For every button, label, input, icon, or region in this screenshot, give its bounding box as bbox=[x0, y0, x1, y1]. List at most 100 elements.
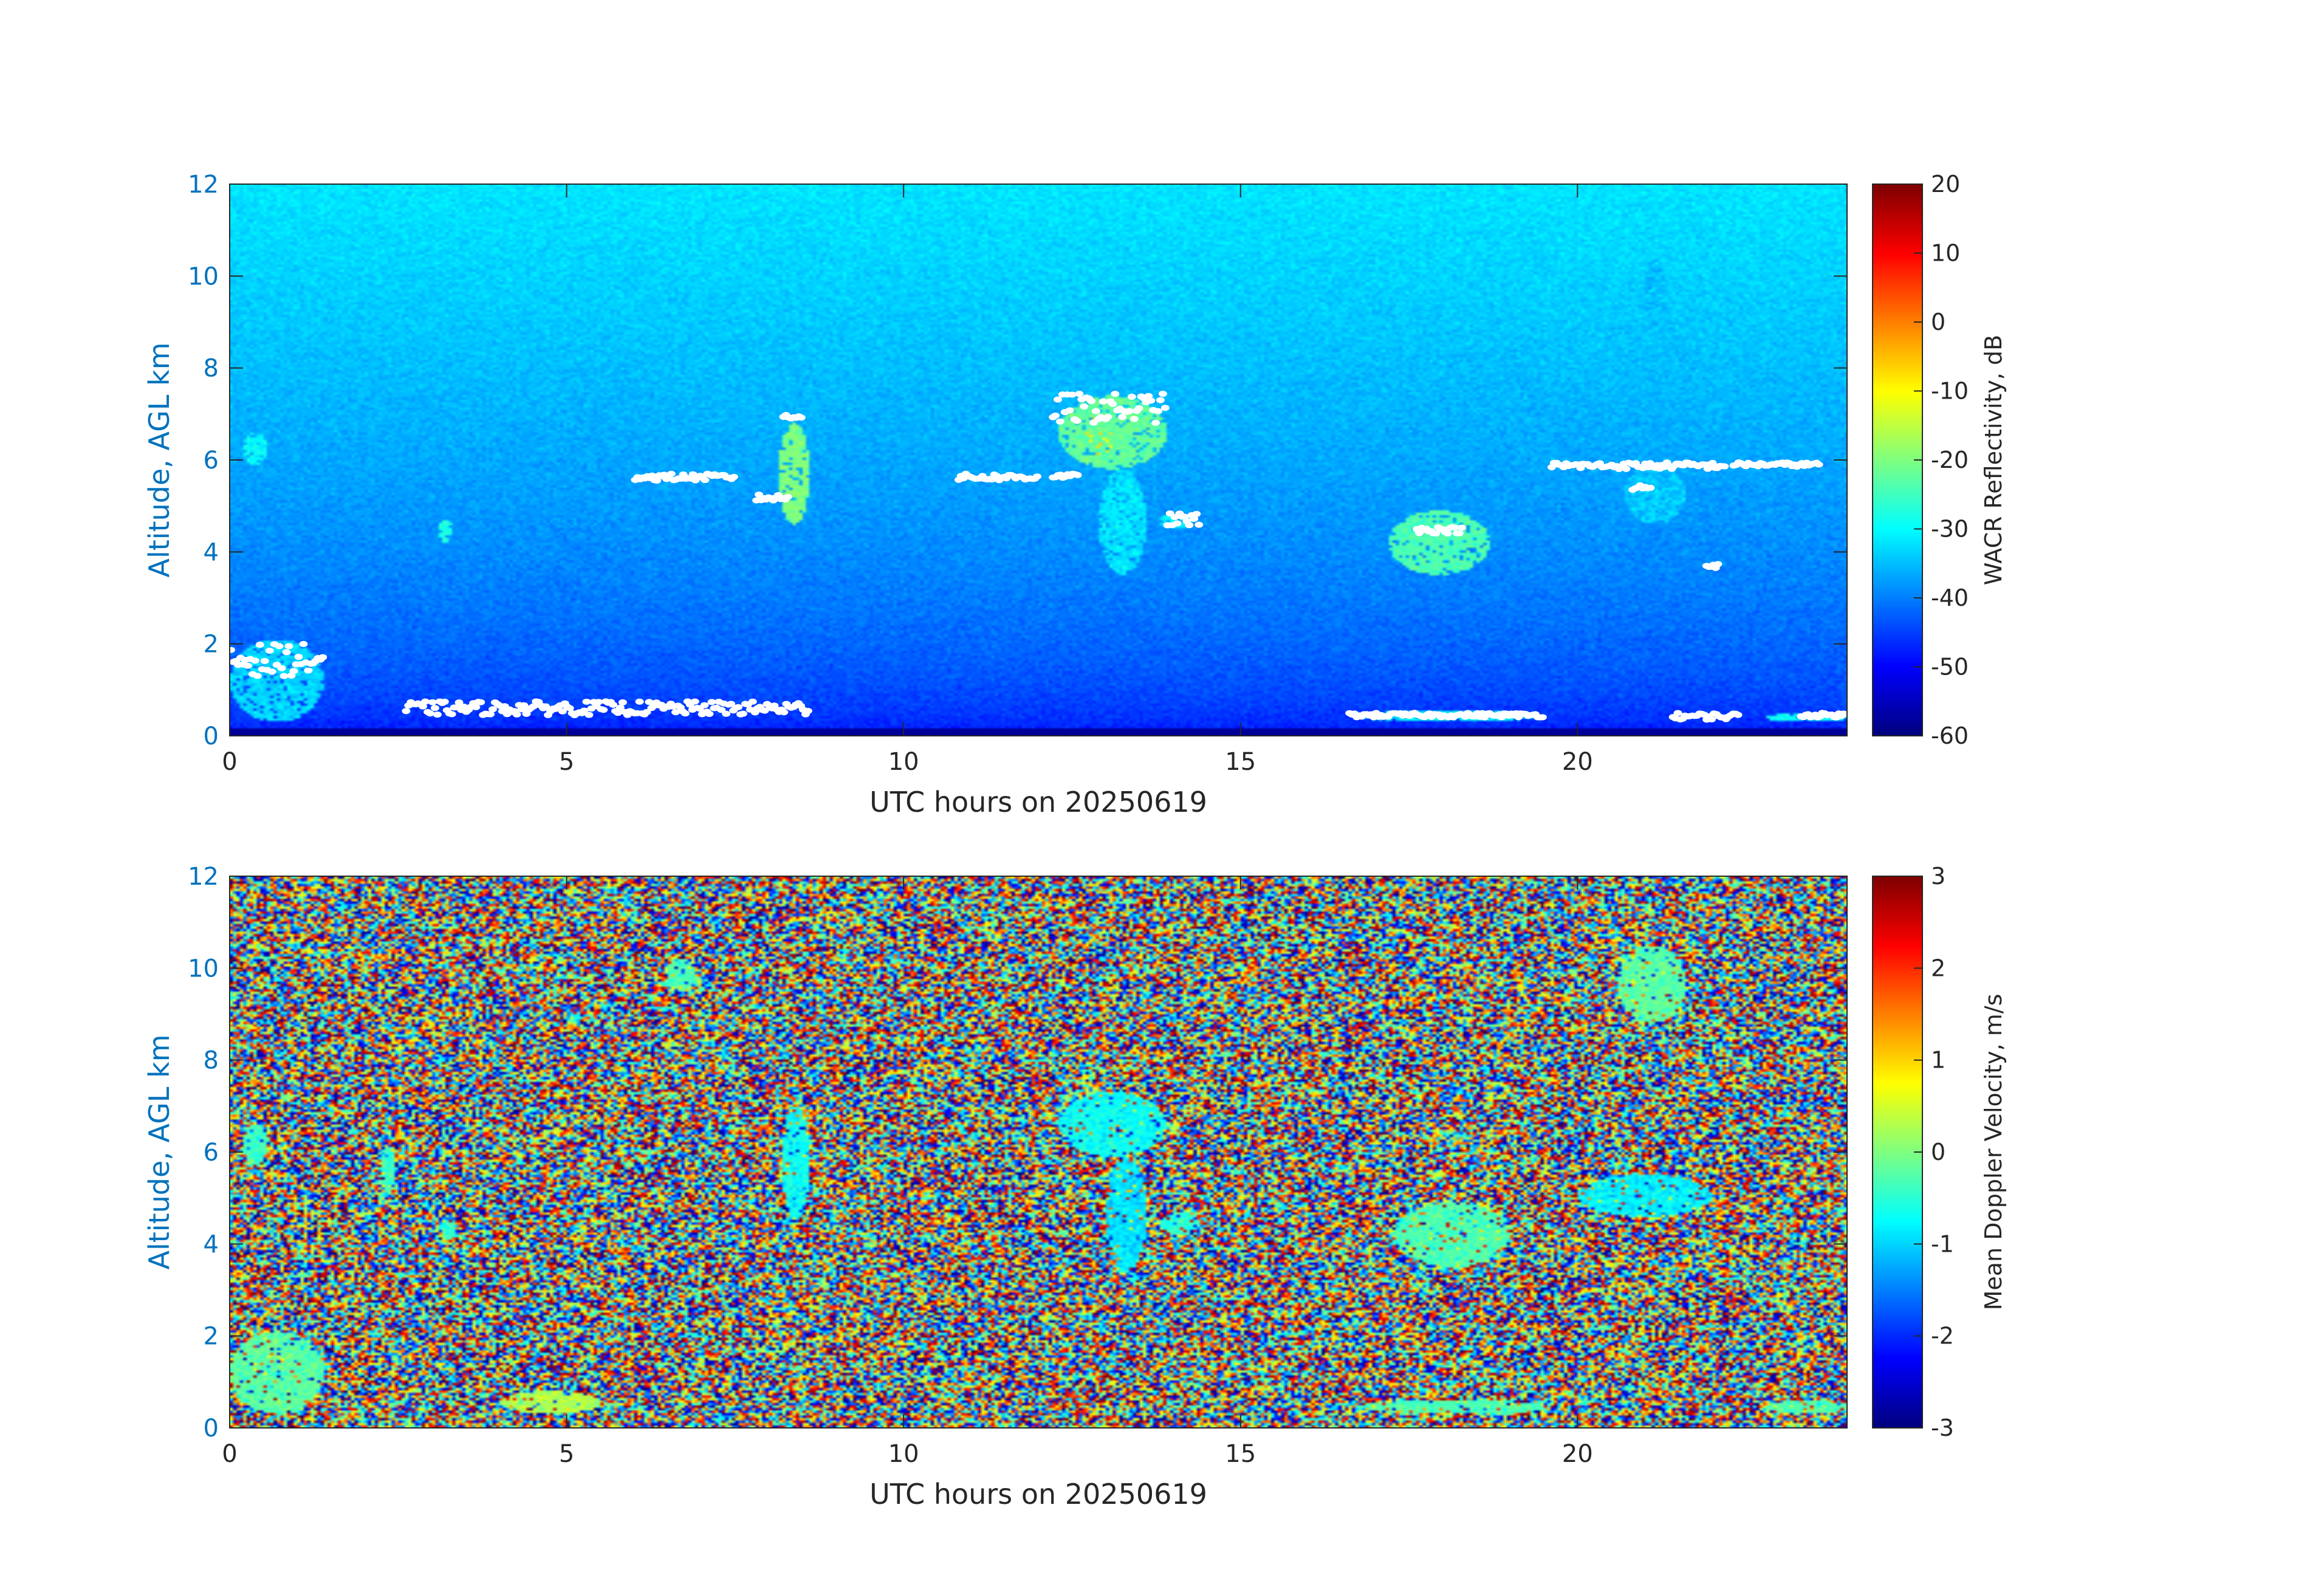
y-tick-label: 6 bbox=[204, 447, 219, 475]
cloud-marker bbox=[1153, 408, 1162, 414]
x-tick-label: 5 bbox=[559, 1440, 574, 1468]
cloud-marker bbox=[707, 699, 716, 705]
colorbar-tick-label: 0 bbox=[1931, 309, 1945, 335]
cloud-marker bbox=[727, 701, 736, 707]
colorbar-tick-label: -30 bbox=[1931, 516, 1969, 543]
cloud-marker bbox=[760, 707, 769, 714]
cloud-marker bbox=[1173, 520, 1182, 527]
colorbar-tick-label: 1 bbox=[1931, 1047, 1945, 1074]
cloud-marker bbox=[428, 699, 437, 705]
cloud-marker bbox=[1127, 393, 1136, 400]
cloud-marker bbox=[797, 414, 806, 421]
cloud-marker bbox=[609, 701, 618, 708]
cloud-marker bbox=[304, 667, 313, 674]
cloud-marker bbox=[582, 698, 591, 705]
cloud-marker bbox=[1125, 408, 1134, 414]
cloud-marker bbox=[1443, 530, 1452, 537]
cloud-marker bbox=[1103, 414, 1112, 420]
doppler-velocity-y-ticks: 0 2 4 6 8 10 12 bbox=[188, 863, 1847, 1442]
cloud-marker bbox=[780, 709, 789, 716]
cloud-marker bbox=[243, 662, 252, 669]
cloud-marker bbox=[748, 698, 757, 705]
cloud-marker bbox=[529, 703, 538, 710]
cloud-marker bbox=[1457, 524, 1466, 531]
cloud-marker bbox=[1842, 711, 1851, 718]
cloud-marker bbox=[255, 642, 264, 648]
cloud-marker bbox=[454, 699, 464, 706]
cloud-marker bbox=[471, 704, 481, 710]
y-tick-label: 2 bbox=[204, 1323, 219, 1351]
y-tick-label: 10 bbox=[188, 262, 219, 290]
cloud-marker bbox=[294, 654, 303, 660]
cloud-marker bbox=[421, 698, 430, 705]
cloud-marker bbox=[1192, 510, 1201, 517]
doppler-velocity-x-ticks: 0 5 10 15 20 bbox=[222, 876, 1593, 1468]
cloud-marker bbox=[1538, 714, 1547, 721]
cloud-marker bbox=[1068, 391, 1077, 398]
cloud-marker bbox=[705, 710, 714, 717]
cloud-marker bbox=[1160, 405, 1170, 411]
y-tick-label: 0 bbox=[204, 722, 219, 750]
cloud-marker bbox=[299, 640, 308, 647]
cloud-marker bbox=[618, 699, 627, 705]
cloud-marker bbox=[1080, 403, 1089, 410]
cloud-marker bbox=[690, 698, 699, 705]
cloud-marker bbox=[440, 698, 449, 705]
cloud-marker bbox=[584, 712, 594, 718]
cloud-marker bbox=[615, 704, 625, 711]
colorbar-tick-label: 2 bbox=[1931, 955, 1945, 981]
cloud-marker bbox=[783, 493, 792, 500]
cloud-marker bbox=[512, 711, 521, 718]
cloud-marker bbox=[1072, 417, 1081, 424]
cloud-marker bbox=[1455, 530, 1464, 537]
cloud-marker bbox=[1129, 416, 1139, 422]
cloud-marker bbox=[318, 654, 327, 660]
cloud-marker bbox=[594, 699, 603, 705]
colorbar-tick-label: 0 bbox=[1931, 1139, 1945, 1165]
cloud-marker bbox=[1158, 391, 1167, 397]
cloud-marker bbox=[226, 647, 235, 653]
reflectivity-white-markers bbox=[226, 391, 1851, 723]
cloud-marker bbox=[519, 702, 529, 708]
cloud-marker bbox=[1151, 419, 1160, 426]
x-tick-label: 20 bbox=[1562, 1440, 1593, 1468]
cloud-marker bbox=[1051, 412, 1060, 419]
cloud-marker bbox=[433, 712, 442, 718]
cloud-marker bbox=[260, 657, 269, 664]
y-tick-label: 2 bbox=[204, 631, 219, 659]
cloud-marker bbox=[1646, 484, 1655, 491]
y-tick-label: 6 bbox=[204, 1139, 219, 1167]
cloud-marker bbox=[580, 707, 589, 714]
cloud-marker bbox=[738, 710, 747, 717]
y-tick-label: 12 bbox=[188, 863, 219, 891]
cloud-marker bbox=[447, 711, 456, 718]
cloud-marker bbox=[671, 709, 680, 716]
cloud-marker bbox=[1033, 473, 1042, 480]
x-tick-label: 10 bbox=[888, 748, 919, 776]
colorbar-tick-label: 3 bbox=[1931, 863, 1945, 890]
cloud-marker bbox=[1622, 465, 1631, 472]
cloud-marker bbox=[558, 708, 567, 715]
cloud-marker bbox=[803, 707, 812, 714]
cloud-marker bbox=[419, 703, 428, 710]
y-tick-label: 10 bbox=[188, 955, 219, 983]
colorbar-tick-label: -50 bbox=[1931, 654, 1969, 681]
colorbar-tick-label: 20 bbox=[1931, 171, 1960, 197]
cloud-marker bbox=[1190, 515, 1199, 522]
x-tick-label: 10 bbox=[888, 1440, 919, 1468]
reflectivity-heatmap bbox=[230, 184, 1847, 736]
cloud-marker bbox=[430, 705, 439, 712]
cloud-marker bbox=[653, 477, 662, 484]
x-tick-label: 20 bbox=[1562, 748, 1593, 776]
cloud-marker bbox=[284, 643, 293, 650]
colorbar-tick-label: -20 bbox=[1931, 447, 1969, 473]
cloud-marker bbox=[1708, 459, 1717, 466]
cloud-marker bbox=[1091, 408, 1100, 414]
cloud-marker bbox=[700, 702, 709, 708]
cloud-marker bbox=[1111, 391, 1120, 397]
cloud-marker bbox=[734, 704, 743, 710]
cloud-marker bbox=[267, 668, 276, 675]
cloud-marker bbox=[265, 647, 274, 654]
cloud-marker bbox=[1713, 561, 1722, 568]
